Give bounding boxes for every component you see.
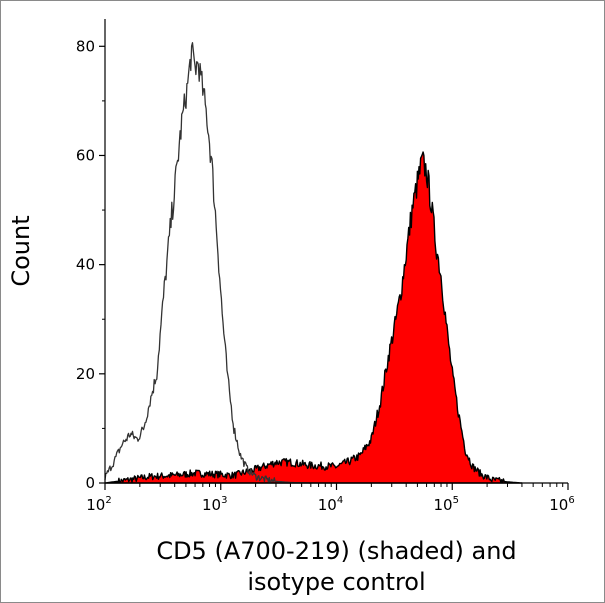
- x-tick-label: 106: [549, 495, 574, 514]
- series-isotype-control-line: [104, 42, 311, 484]
- x-axis-label-line-2: isotype control: [247, 568, 425, 596]
- y-tick-label: 0: [85, 474, 95, 492]
- ticks: 0 20 40 60 80 102 103 104 105 106: [76, 37, 575, 514]
- y-tick-label: 40: [76, 256, 95, 274]
- y-tick-label: 60: [76, 146, 95, 164]
- series-cd5-stained-area: [104, 151, 523, 484]
- x-tick-label: 104: [318, 495, 343, 514]
- y-tick-label: 80: [76, 37, 95, 55]
- y-tick-label: 20: [76, 365, 95, 383]
- axes: [104, 19, 568, 484]
- plot-series: [104, 42, 523, 484]
- x-axis-label-line-1: CD5 (A700-219) (shaded) and: [156, 537, 516, 565]
- y-axis-label: Count: [7, 215, 35, 286]
- x-tick-label: 102: [86, 495, 111, 514]
- x-tick-label: 103: [202, 495, 227, 514]
- x-tick-label: 105: [434, 495, 459, 514]
